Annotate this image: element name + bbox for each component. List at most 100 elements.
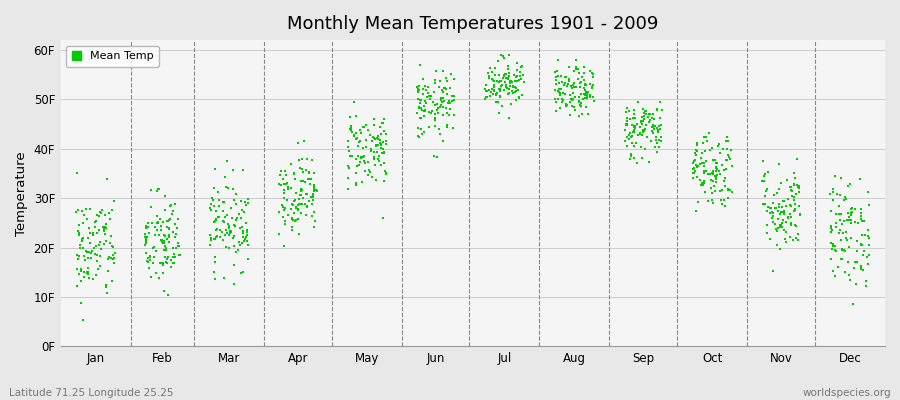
Point bbox=[839, 235, 853, 241]
Point bbox=[644, 114, 659, 121]
Point bbox=[436, 112, 450, 118]
Point bbox=[428, 117, 443, 123]
Point bbox=[762, 204, 777, 211]
Point bbox=[415, 130, 429, 137]
Point bbox=[559, 103, 573, 109]
Point bbox=[638, 108, 652, 114]
Point bbox=[443, 106, 457, 112]
Point bbox=[766, 210, 780, 216]
Point bbox=[788, 191, 803, 197]
Text: worldspecies.org: worldspecies.org bbox=[803, 388, 891, 398]
Point bbox=[166, 251, 181, 258]
Point bbox=[341, 144, 356, 150]
Point bbox=[370, 135, 384, 141]
Point bbox=[574, 74, 589, 80]
Point bbox=[357, 160, 372, 166]
Point bbox=[787, 182, 801, 188]
Point bbox=[833, 174, 848, 181]
Point bbox=[364, 132, 378, 138]
Point bbox=[91, 266, 105, 272]
Point bbox=[586, 93, 600, 100]
Point bbox=[100, 290, 114, 296]
Point bbox=[760, 230, 774, 236]
Point bbox=[716, 146, 730, 152]
Point bbox=[772, 186, 787, 192]
Point bbox=[832, 230, 846, 236]
Point bbox=[346, 153, 360, 160]
Point bbox=[76, 244, 90, 251]
Point bbox=[350, 153, 365, 159]
Point bbox=[634, 118, 648, 125]
Point bbox=[434, 95, 448, 102]
Point bbox=[777, 227, 791, 234]
Point bbox=[160, 236, 175, 242]
Point bbox=[239, 232, 254, 238]
Point bbox=[838, 269, 852, 276]
Point bbox=[758, 201, 772, 207]
Point bbox=[93, 238, 107, 245]
Point bbox=[580, 93, 594, 100]
Point bbox=[310, 188, 324, 194]
Point bbox=[85, 248, 99, 254]
Point bbox=[289, 204, 303, 210]
Point bbox=[852, 176, 867, 182]
Point bbox=[479, 82, 493, 88]
Point bbox=[347, 99, 362, 106]
Point bbox=[586, 70, 600, 77]
Point bbox=[686, 160, 700, 166]
Point bbox=[378, 138, 392, 144]
Point bbox=[424, 110, 438, 116]
Point bbox=[107, 198, 122, 204]
Point bbox=[241, 200, 256, 206]
Point bbox=[551, 88, 565, 94]
Point bbox=[709, 164, 724, 170]
Point bbox=[378, 168, 392, 174]
Point bbox=[72, 221, 86, 228]
Point bbox=[139, 239, 153, 245]
Point bbox=[693, 177, 707, 184]
Point bbox=[500, 84, 514, 91]
Point bbox=[299, 167, 313, 174]
Point bbox=[208, 166, 222, 172]
Point bbox=[694, 154, 708, 161]
Point bbox=[493, 92, 508, 99]
Point bbox=[302, 170, 317, 176]
Point bbox=[853, 213, 868, 220]
Point bbox=[364, 146, 378, 152]
Point bbox=[652, 144, 666, 150]
Point bbox=[645, 128, 660, 135]
Point bbox=[76, 212, 91, 218]
Point bbox=[838, 194, 852, 200]
Point bbox=[829, 220, 843, 226]
Point bbox=[555, 96, 570, 102]
Point bbox=[509, 78, 524, 85]
Point bbox=[686, 166, 700, 172]
Point bbox=[785, 188, 799, 194]
Point bbox=[556, 97, 571, 103]
Point bbox=[436, 138, 451, 144]
Point bbox=[786, 237, 800, 243]
Point bbox=[355, 179, 369, 186]
Point bbox=[167, 234, 182, 240]
Point bbox=[367, 115, 382, 122]
Point bbox=[630, 99, 644, 106]
Point bbox=[164, 257, 178, 263]
Point bbox=[579, 104, 593, 110]
Point bbox=[718, 175, 733, 181]
Point bbox=[166, 253, 180, 260]
Point bbox=[510, 73, 525, 79]
Point bbox=[499, 79, 513, 85]
Point bbox=[104, 254, 118, 261]
Point bbox=[624, 133, 638, 140]
Point bbox=[349, 136, 364, 142]
Point bbox=[94, 245, 108, 252]
Point bbox=[773, 246, 788, 252]
Point bbox=[688, 170, 702, 176]
Point bbox=[296, 178, 310, 184]
Point bbox=[784, 214, 798, 220]
Point bbox=[638, 108, 652, 114]
Point bbox=[501, 75, 516, 82]
Point bbox=[77, 252, 92, 259]
Point bbox=[417, 103, 431, 109]
Point bbox=[553, 105, 567, 111]
